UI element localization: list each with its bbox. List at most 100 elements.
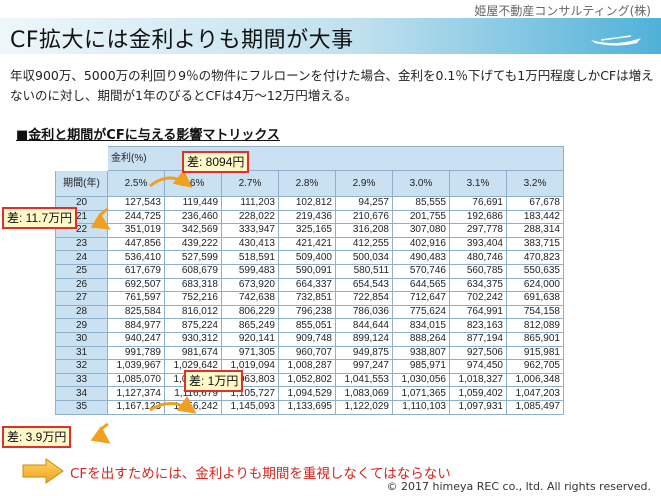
matrix-header-row: 金利(%) bbox=[55, 146, 564, 171]
cf-value-cell: 949,875 bbox=[335, 345, 393, 361]
cf-value-cell: 855,051 bbox=[278, 318, 336, 333]
cf-value-cell: 1,041,553 bbox=[335, 372, 393, 388]
period-diff-arrow-bottom bbox=[90, 422, 111, 444]
table-row: 24 536,410 527,599 518,591 509,400 500,034 490… bbox=[55, 250, 564, 265]
rate-header-cell: 2.9% bbox=[335, 170, 393, 197]
cf-value-cell: 644,565 bbox=[392, 277, 450, 293]
title-band bbox=[0, 18, 661, 54]
cf-value-cell: 816,012 bbox=[164, 304, 222, 320]
section-title: ■金利と期間がCFに与える影響マトリックス bbox=[16, 128, 280, 143]
table-row: 31 991,789 981,674 971,305 960,707 949,875 938… bbox=[55, 345, 564, 361]
table-row: 27 761,597 752,216 742,638 732,851 722,854 712… bbox=[55, 291, 564, 306]
cf-value-cell: 673,920 bbox=[221, 277, 279, 293]
rate-header-cell: 3.0% bbox=[392, 170, 450, 197]
callout-period-diff-top: 差: 11.7万円 bbox=[2, 207, 78, 229]
callout-period-diff-bottom: 差: 3.9万円 bbox=[2, 426, 72, 448]
cf-value-cell: 421,421 bbox=[278, 236, 336, 252]
cf-value-cell: 490,483 bbox=[392, 250, 450, 265]
table-row: 21 244,725 236,460 228,022 219,436 210,676 201… bbox=[55, 209, 564, 225]
cf-value-cell: 550,635 bbox=[506, 263, 564, 279]
cf-value-cell: 307,080 bbox=[392, 223, 450, 238]
cf-value-cell: 119,449 bbox=[164, 196, 222, 211]
period-cell: 33 bbox=[55, 372, 108, 388]
cf-value-cell: 752,216 bbox=[164, 291, 222, 306]
cf-value-cell: 920,141 bbox=[221, 331, 279, 347]
cf-value-cell: 877,194 bbox=[449, 331, 507, 347]
cf-value-cell: 1,030,056 bbox=[392, 372, 450, 388]
intro-text: 年収900万、5000万の利回り9％の物件にフルローンを付けた場合、金利を0.1… bbox=[10, 68, 654, 103]
cf-value-cell: 617,679 bbox=[107, 263, 165, 279]
matrix-corner bbox=[55, 146, 108, 171]
cf-value-cell: 236,460 bbox=[164, 209, 222, 225]
conclusion-text: CFを出すためには、金利よりも期間を重視しなくてはならない bbox=[70, 466, 451, 482]
rate-header-cell: 2.6% bbox=[164, 170, 222, 197]
cf-matrix-table: 金利(%) 期間(年) 2.5% 2.6% 2.7% 2.8% 2.9% 3.0% 3.1%… bbox=[55, 146, 564, 415]
cf-value-cell: 518,591 bbox=[221, 250, 279, 265]
cf-value-cell: 991,789 bbox=[107, 345, 165, 361]
cf-value-cell: 974,450 bbox=[449, 359, 507, 374]
cf-value-cell: 981,674 bbox=[164, 345, 222, 361]
cf-value-cell: 183,442 bbox=[506, 209, 564, 225]
cf-value-cell: 333,947 bbox=[221, 223, 279, 238]
cf-value-cell: 712,647 bbox=[392, 291, 450, 306]
cf-value-cell: 865,249 bbox=[221, 318, 279, 333]
page-title: CF拡大には金利よりも期間が大事 bbox=[10, 28, 354, 53]
copyright: © 2017 himeya REC co., ltd. All rights r… bbox=[386, 480, 651, 493]
cf-value-cell: 580,511 bbox=[335, 263, 393, 279]
cf-value-cell: 742,638 bbox=[221, 291, 279, 306]
period-cell: 34 bbox=[55, 386, 108, 401]
table-row: 26 692,507 683,318 673,920 664,337 654,543 644… bbox=[55, 277, 564, 293]
cf-value-cell: 1,133,695 bbox=[278, 399, 336, 415]
period-cell: 35 bbox=[55, 399, 108, 415]
cf-value-cell: 722,854 bbox=[335, 291, 393, 306]
cf-value-cell: 1,094,529 bbox=[278, 386, 336, 401]
cf-value-cell: 1,122,029 bbox=[335, 399, 393, 415]
cf-value-cell: 228,022 bbox=[221, 209, 279, 225]
table-row: 34 1,127,374 1,116,679 1,105,727 1,094,529 1,… bbox=[55, 386, 564, 401]
cf-value-cell: 1,052,802 bbox=[278, 372, 336, 388]
cf-value-cell: 888,264 bbox=[392, 331, 450, 347]
rate-header-cell: 2.8% bbox=[278, 170, 336, 197]
cf-value-cell: 192,686 bbox=[449, 209, 507, 225]
cf-value-cell: 1,167,123 bbox=[107, 399, 165, 415]
rate-header-cell: 3.1% bbox=[449, 170, 507, 197]
cf-value-cell: 1,145,093 bbox=[221, 399, 279, 415]
cf-value-cell: 938,807 bbox=[392, 345, 450, 361]
rate-header-row: 期間(年) 2.5% 2.6% 2.7% 2.8% 2.9% 3.0% 3.1% 3.2% bbox=[55, 170, 564, 197]
table-row: 20 127,543 119,449 111,203 102,812 94,257 85,5… bbox=[55, 196, 564, 211]
table-row: 30 940,247 930,312 920,141 909,748 899,124 888… bbox=[55, 331, 564, 347]
cf-value-cell: 875,224 bbox=[164, 318, 222, 333]
cf-value-cell: 244,725 bbox=[107, 209, 165, 225]
table-row: 32 1,039,967 1,029,642 1,019,094 1,008,287 99… bbox=[55, 359, 564, 374]
cf-value-cell: 325,165 bbox=[278, 223, 336, 238]
cf-value-cell: 351,019 bbox=[107, 223, 165, 238]
cf-value-cell: 823,163 bbox=[449, 318, 507, 333]
cf-value-cell: 102,812 bbox=[278, 196, 336, 211]
cf-value-cell: 844,644 bbox=[335, 318, 393, 333]
cf-value-cell: 85,555 bbox=[392, 196, 450, 211]
cf-value-cell: 219,436 bbox=[278, 209, 336, 225]
table-row: 29 884,977 875,224 865,249 855,051 844,644 834… bbox=[55, 318, 564, 333]
cf-value-cell: 599,483 bbox=[221, 263, 279, 279]
cf-value-cell: 786,036 bbox=[335, 304, 393, 320]
cf-value-cell: 1,083,069 bbox=[335, 386, 393, 401]
period-cell: 25 bbox=[55, 263, 108, 279]
cf-value-cell: 754,158 bbox=[506, 304, 564, 320]
cf-value-cell: 590,091 bbox=[278, 263, 336, 279]
cf-value-cell: 764,991 bbox=[449, 304, 507, 320]
cf-value-cell: 1,018,327 bbox=[449, 372, 507, 388]
period-cell: 32 bbox=[55, 359, 108, 374]
cf-value-cell: 288,314 bbox=[506, 223, 564, 238]
period-cell: 29 bbox=[55, 318, 108, 333]
company-name: 姫屋不動産コンサルティング(株) bbox=[474, 4, 651, 18]
cf-value-cell: 393,404 bbox=[449, 236, 507, 252]
cf-value-cell: 76,691 bbox=[449, 196, 507, 211]
period-cell: 31 bbox=[55, 345, 108, 361]
cf-value-cell: 1,059,402 bbox=[449, 386, 507, 401]
cf-value-cell: 1,097,931 bbox=[449, 399, 507, 415]
cf-value-cell: 111,203 bbox=[221, 196, 279, 211]
cf-value-cell: 985,971 bbox=[392, 359, 450, 374]
period-cell: 24 bbox=[55, 250, 108, 265]
cf-value-cell: 796,238 bbox=[278, 304, 336, 320]
rate-header-cell: 3.2% bbox=[506, 170, 564, 197]
